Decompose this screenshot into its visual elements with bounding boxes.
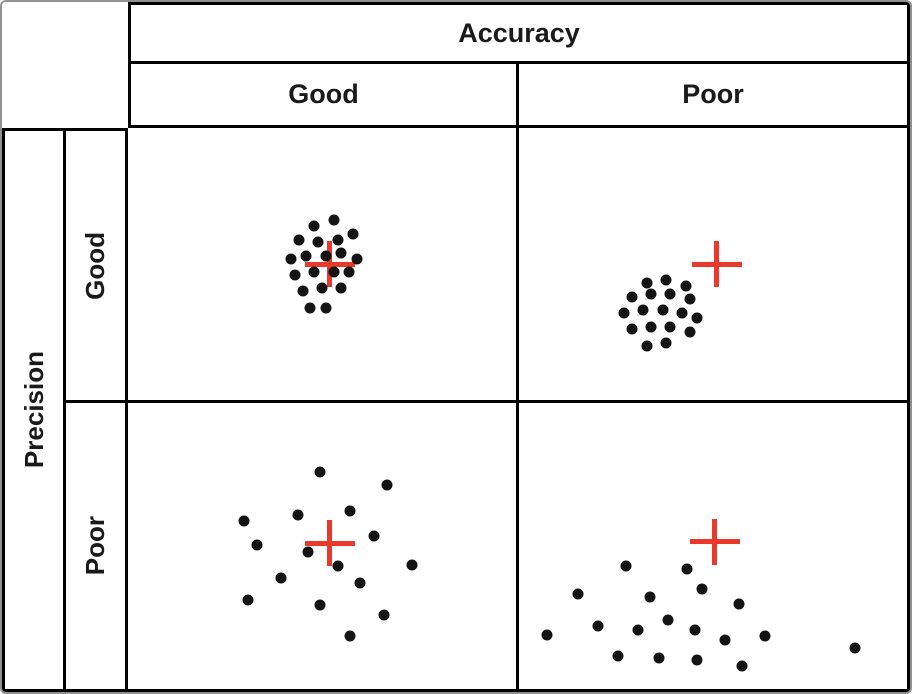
target-cross bbox=[304, 520, 355, 567]
scatter-dot bbox=[238, 515, 250, 527]
scatter-dot bbox=[653, 652, 665, 664]
scatter-dot bbox=[620, 560, 632, 572]
scatter-dot bbox=[343, 266, 355, 278]
scatter-dot bbox=[637, 304, 649, 316]
scatter-dot bbox=[251, 539, 263, 551]
scatter-dot bbox=[332, 234, 344, 246]
scatter-dot bbox=[308, 220, 320, 232]
quadrant-poor-accuracy-good-precision bbox=[519, 128, 910, 403]
scatter-dot bbox=[312, 236, 324, 248]
scatter-dot bbox=[645, 288, 657, 300]
row-header-precision-poor: Poor bbox=[66, 403, 128, 692]
row-header-precision-poor-label: Poor bbox=[80, 516, 110, 576]
scatter-dot bbox=[354, 577, 366, 589]
scatter-dot bbox=[681, 563, 693, 575]
scatter-dot bbox=[406, 559, 418, 571]
column-header-accuracy-poor: Poor bbox=[519, 64, 910, 128]
scatter-dot bbox=[289, 269, 301, 281]
scatter-dot bbox=[689, 624, 701, 636]
quadrant-good-accuracy-good-precision bbox=[128, 128, 519, 403]
scatter-dot bbox=[300, 250, 312, 262]
scatter-dot bbox=[368, 530, 380, 542]
target-cross bbox=[691, 241, 742, 287]
scatter-dot bbox=[660, 274, 672, 286]
scatter-dot bbox=[378, 609, 390, 621]
scatter-dot bbox=[242, 594, 254, 606]
scatter-dot bbox=[314, 466, 326, 478]
scatter-dot bbox=[736, 660, 748, 672]
scatter-dot bbox=[626, 323, 638, 335]
scatter-dot bbox=[657, 304, 669, 316]
scatter-dot bbox=[626, 291, 638, 303]
row-header-precision-good: Good bbox=[66, 128, 128, 403]
target-cross bbox=[304, 241, 355, 287]
scatter-dot bbox=[612, 650, 624, 662]
scatter-dot bbox=[849, 642, 861, 654]
scatter-dot bbox=[304, 302, 316, 314]
scatter-dot bbox=[664, 288, 676, 300]
scatter-dot bbox=[572, 588, 584, 600]
column-header-accuracy-good: Good bbox=[128, 64, 519, 128]
scatter-dot bbox=[592, 620, 604, 632]
scatter-dot bbox=[691, 312, 703, 324]
scatter-dot bbox=[344, 505, 356, 517]
precision-header: Precision bbox=[2, 128, 66, 692]
scatter-dot bbox=[664, 321, 676, 333]
scatter-dot bbox=[632, 624, 644, 636]
precision-header-label: Precision bbox=[18, 351, 49, 469]
scatter-dot bbox=[316, 282, 328, 294]
row-header-precision-good-label: Good bbox=[80, 231, 110, 300]
scatter-dot bbox=[320, 302, 332, 314]
scatter-dot bbox=[719, 634, 731, 646]
scatter-dot bbox=[676, 307, 688, 319]
scatter-dot bbox=[641, 277, 653, 289]
scatter-dot bbox=[641, 340, 653, 352]
scatter-dot bbox=[332, 560, 344, 572]
scatter-dot bbox=[662, 614, 674, 625]
scatter-dot bbox=[696, 583, 708, 595]
accuracy-header-label: Accuracy bbox=[458, 17, 580, 48]
scatter-dot bbox=[541, 629, 553, 641]
scatter-dot bbox=[684, 293, 696, 305]
accuracy-header: Accuracy bbox=[128, 2, 910, 64]
scatter-dot bbox=[335, 282, 347, 294]
scatter-dot bbox=[733, 598, 745, 610]
scatter-dot bbox=[691, 654, 703, 666]
column-header-accuracy-good-label: Good bbox=[288, 79, 359, 109]
scatter-dot bbox=[645, 321, 657, 333]
scatter-dot bbox=[660, 337, 672, 349]
scatter-dot bbox=[759, 630, 771, 642]
scatter-dot bbox=[292, 509, 304, 521]
scatter-dot bbox=[308, 266, 320, 278]
scatter-dot bbox=[320, 250, 332, 262]
scatter-dot bbox=[314, 599, 326, 611]
quadrant-good-accuracy-poor-precision bbox=[128, 403, 519, 692]
scatter-dot bbox=[347, 228, 359, 240]
scatter-dot bbox=[328, 266, 340, 278]
scatter-dot bbox=[684, 326, 696, 338]
scatter-dot bbox=[335, 247, 347, 259]
quadrant-poor-accuracy-poor-precision bbox=[519, 403, 910, 692]
target-cross bbox=[689, 518, 740, 565]
scatter-dot bbox=[381, 479, 393, 491]
scatter-dot bbox=[344, 630, 356, 642]
scatter-dot bbox=[302, 546, 314, 558]
scatter-dot bbox=[275, 572, 287, 584]
scatter-dot bbox=[293, 234, 305, 246]
scatter-dot bbox=[297, 285, 309, 297]
scatter-dot bbox=[618, 307, 630, 319]
scatter-dot bbox=[680, 280, 692, 292]
corner-spacer bbox=[2, 2, 128, 128]
scatter-dot bbox=[644, 591, 656, 603]
column-header-accuracy-poor-label: Poor bbox=[682, 79, 744, 109]
scatter-dot bbox=[351, 253, 363, 265]
scatter-dot bbox=[285, 253, 297, 265]
scatter-dot bbox=[328, 214, 340, 226]
